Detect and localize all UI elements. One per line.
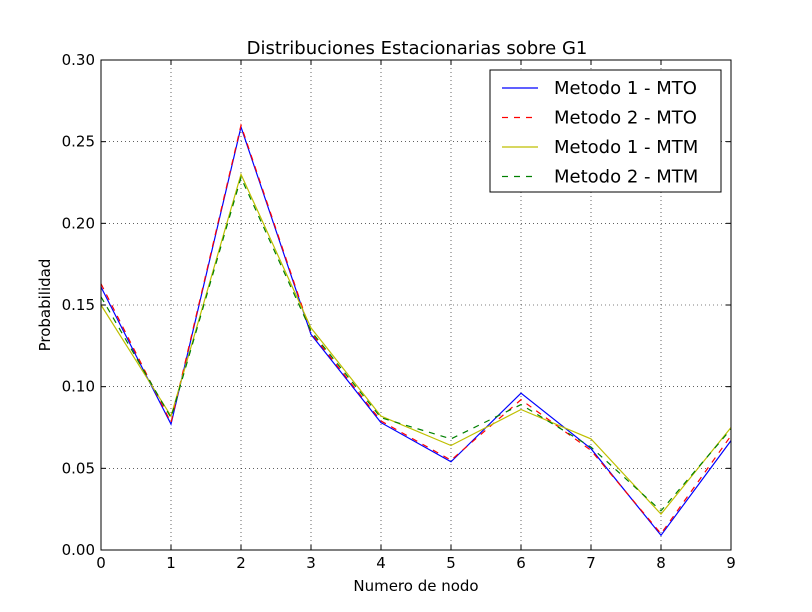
series-line-3 — [100, 172, 732, 516]
chart-title: Distribuciones Estacionarias sobre G1 — [247, 38, 588, 59]
y-tick-label: 0.00 — [62, 541, 95, 559]
x-tick-label: 8 — [656, 554, 666, 572]
legend: Metodo 1 - MTO Metodo 2 - MTO Metodo 1 - M… — [489, 69, 722, 193]
x-tick-label: 2 — [236, 554, 246, 572]
x-tick-label: 3 — [306, 554, 316, 572]
legend-label-4: Metodo 2 - MTM — [554, 167, 698, 188]
x-tick-label: 7 — [586, 554, 596, 572]
y-tick-label: 0.20 — [62, 214, 95, 232]
series-line-4 — [100, 175, 732, 512]
y-tick-label: 0.25 — [62, 133, 95, 151]
y-tick-label: 0.30 — [62, 51, 95, 69]
legend-label-2: Metodo 2 - MTO — [554, 108, 697, 129]
x-axis-label: Numero de nodo — [353, 577, 478, 595]
x-tick-label: 9 — [726, 554, 736, 572]
x-tick-label: 0 — [96, 554, 106, 572]
y-tick-label: 0.05 — [62, 459, 95, 477]
x-tick-label: 5 — [446, 554, 456, 572]
series-layer — [100, 123, 732, 537]
series-line-2 — [100, 123, 732, 535]
x-tick-label: 1 — [166, 554, 176, 572]
legend-label-3: Metodo 1 - MTM — [554, 137, 698, 158]
tick-layer: 0 1 2 3 4 5 6 7 8 9 0.00 0.05 0.10 0.15 0.20 0.25 0.30 — [62, 51, 736, 572]
legend-box — [489, 69, 722, 193]
legend-label-1: Metodo 1 - MTO — [554, 78, 697, 99]
x-tick-label: 6 — [516, 554, 526, 572]
x-tick-label: 4 — [376, 554, 386, 572]
y-tick-label: 0.15 — [62, 296, 95, 314]
y-tick-label: 0.10 — [62, 378, 95, 396]
y-axis-label: Probabilidad — [36, 259, 54, 352]
